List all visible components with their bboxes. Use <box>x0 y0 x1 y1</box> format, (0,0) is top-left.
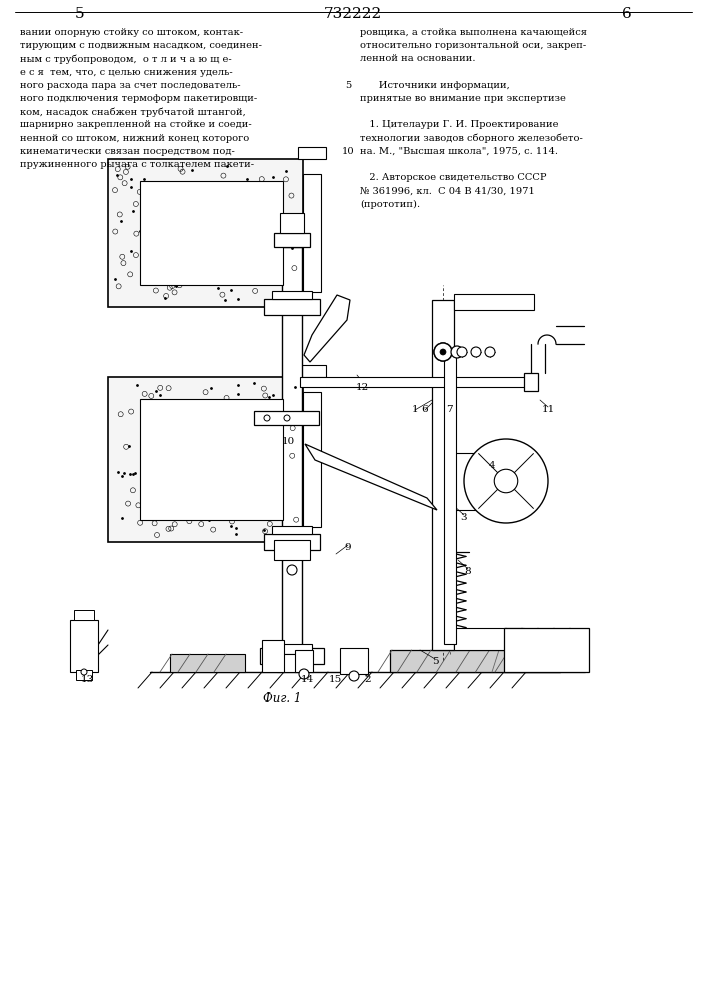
Bar <box>298 147 326 159</box>
Polygon shape <box>305 444 437 510</box>
Bar <box>170 654 245 672</box>
Text: 1: 1 <box>411 406 419 414</box>
Bar <box>277 654 307 672</box>
Text: е с я  тем, что, с целью снижения удель-: е с я тем, что, с целью снижения удель- <box>20 68 233 77</box>
Circle shape <box>440 349 446 355</box>
Bar <box>264 299 320 315</box>
Text: 5: 5 <box>432 658 438 666</box>
Polygon shape <box>304 295 350 362</box>
Text: № 361996, кл.  С 04 В 41/30, 1971: № 361996, кл. С 04 В 41/30, 1971 <box>360 186 535 195</box>
Text: вании опорную стойку со штоком, контак-: вании опорную стойку со штоком, контак- <box>20 28 243 37</box>
Bar <box>272 291 312 299</box>
Text: 12: 12 <box>356 383 368 392</box>
Bar <box>432 300 454 650</box>
Bar <box>140 399 283 520</box>
Bar <box>274 233 310 247</box>
Text: 10: 10 <box>341 147 354 156</box>
Circle shape <box>284 415 290 421</box>
Bar <box>70 620 98 672</box>
Circle shape <box>485 347 495 357</box>
Bar <box>280 213 304 233</box>
Bar <box>262 640 284 672</box>
Circle shape <box>471 347 481 357</box>
Text: тирующим с подвижным насадком, соединен-: тирующим с подвижным насадком, соединен- <box>20 41 262 50</box>
Circle shape <box>264 415 270 421</box>
Circle shape <box>464 439 548 523</box>
Text: ным с трубопроводом,  о т л и ч а ю щ е-: ным с трубопроводом, о т л и ч а ю щ е- <box>20 54 232 64</box>
Bar <box>390 650 585 672</box>
Bar <box>108 159 303 307</box>
Text: 3: 3 <box>461 514 467 522</box>
Text: 2. Авторское свидетельство СССР: 2. Авторское свидетельство СССР <box>360 173 547 182</box>
Circle shape <box>457 347 467 357</box>
Text: 11: 11 <box>542 406 554 414</box>
Bar <box>254 411 319 425</box>
Text: на. М., "Высшая школа", 1975, с. 114.: на. М., "Высшая школа", 1975, с. 114. <box>360 147 558 156</box>
Bar <box>303 174 321 292</box>
Text: пружиненного рычага с толкателем пакети-: пружиненного рычага с толкателем пакети- <box>20 160 254 169</box>
Text: 5: 5 <box>345 81 351 90</box>
Text: 9: 9 <box>345 544 351 552</box>
Text: ного подключения термоформ пакетировщи-: ного подключения термоформ пакетировщи- <box>20 94 257 103</box>
Text: 14: 14 <box>300 676 314 684</box>
Text: ненной со штоком, нижний конец которого: ненной со штоком, нижний конец которого <box>20 134 250 143</box>
Circle shape <box>287 565 297 575</box>
Bar <box>272 526 312 534</box>
Bar <box>504 628 589 672</box>
Bar <box>282 247 302 654</box>
Text: 6: 6 <box>622 7 632 21</box>
Bar <box>454 628 524 650</box>
Bar <box>108 377 303 542</box>
Text: ровщика, а стойка выполнена качающейся: ровщика, а стойка выполнена качающейся <box>360 28 587 37</box>
Text: кинематически связан посредством под-: кинематически связан посредством под- <box>20 147 235 156</box>
Circle shape <box>451 346 463 358</box>
Text: 7: 7 <box>445 406 452 414</box>
Text: 2: 2 <box>365 676 371 684</box>
Text: принятые во внимание при экспертизе: принятые во внимание при экспертизе <box>360 94 566 103</box>
Circle shape <box>349 671 359 681</box>
Text: 6: 6 <box>421 406 428 414</box>
Text: 10: 10 <box>281 438 295 446</box>
Text: шарнирно закрепленной на стойке и соеди-: шарнирно закрепленной на стойке и соеди- <box>20 120 252 129</box>
Circle shape <box>434 343 452 361</box>
Bar <box>140 181 283 285</box>
Text: относительно горизонтальной оси, закреп-: относительно горизонтальной оси, закреп- <box>360 41 586 50</box>
Text: 13: 13 <box>81 676 93 684</box>
Bar <box>303 392 321 527</box>
Bar <box>444 354 456 644</box>
Circle shape <box>81 669 87 675</box>
Bar <box>295 650 313 672</box>
Text: ком, насадок снабжен трубчатой штангой,: ком, насадок снабжен трубчатой штангой, <box>20 107 246 117</box>
Bar <box>76 670 92 680</box>
Text: технологии заводов сборного железобето-: технологии заводов сборного железобето- <box>360 134 583 143</box>
Circle shape <box>434 343 452 361</box>
Bar <box>298 365 326 377</box>
Text: ного расхода пара за счет последователь-: ного расхода пара за счет последователь- <box>20 81 240 90</box>
Text: 15: 15 <box>328 676 341 684</box>
Bar <box>274 540 310 560</box>
Text: 732222: 732222 <box>324 7 382 21</box>
Text: 1. Цителаури Г. И. Проектирование: 1. Цителаури Г. И. Проектирование <box>360 120 559 129</box>
Bar <box>454 294 534 310</box>
Bar <box>300 377 456 387</box>
Bar <box>454 377 534 387</box>
Bar <box>454 453 509 510</box>
Bar <box>264 534 320 550</box>
Bar <box>272 644 312 654</box>
Text: ленной на основании.: ленной на основании. <box>360 54 476 63</box>
Text: 5: 5 <box>75 7 85 21</box>
Text: 4: 4 <box>489 460 496 470</box>
Bar <box>74 610 94 620</box>
Text: Источники информации,: Источники информации, <box>360 81 510 90</box>
Bar <box>340 648 368 674</box>
Bar <box>260 648 324 664</box>
Text: Фиг. 1: Фиг. 1 <box>263 692 301 705</box>
Circle shape <box>494 469 518 493</box>
Text: (прототип).: (прототип). <box>360 200 420 209</box>
Bar <box>524 373 538 391</box>
Circle shape <box>299 669 309 679</box>
Text: 8: 8 <box>464 568 472 576</box>
